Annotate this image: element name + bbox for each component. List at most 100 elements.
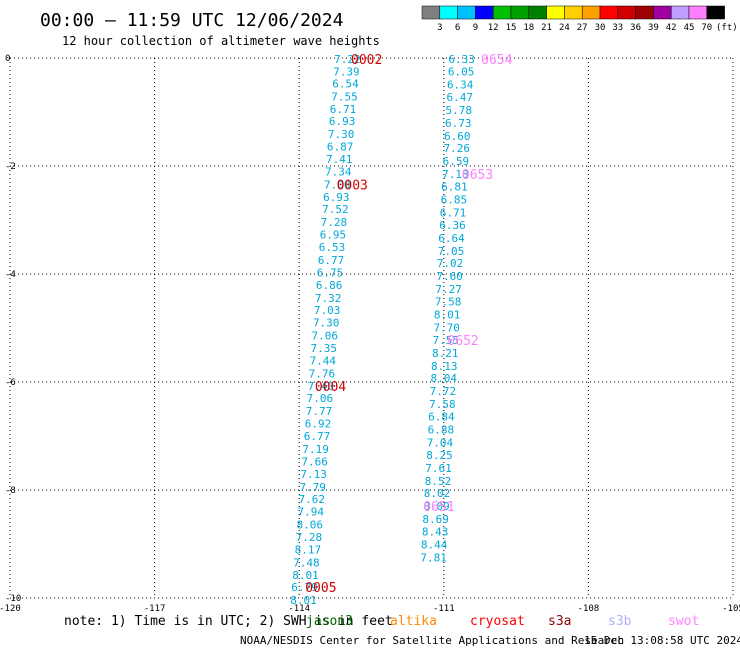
- pass-time-label: 0651: [423, 500, 454, 515]
- swh-value-label: 7.94: [298, 506, 325, 519]
- satellite-label: swot: [668, 614, 699, 629]
- legend-swatch: [617, 5, 636, 20]
- satellite-key: jason3 altika cryosat s3a s3b swot: [306, 614, 699, 629]
- swh-value-label: 7.03: [314, 304, 341, 317]
- swh-value-label: 6.05: [448, 66, 475, 79]
- swh-value-label: 7.19: [302, 443, 329, 456]
- swh-value-label: 6.92: [305, 418, 332, 431]
- swh-value-label: 8.04: [431, 372, 458, 385]
- legend-swatch: [457, 5, 476, 20]
- swh-value-label: 7.60: [436, 270, 463, 283]
- legend-label: 33: [612, 23, 623, 33]
- swh-value-label: 6.87: [327, 141, 354, 154]
- swh-value-label: 7.76: [309, 367, 336, 380]
- swh-value-label: 7.66: [301, 455, 328, 468]
- chart-title: 00:00 – 11:59 UTC 12/06/2024: [40, 10, 343, 31]
- swh-value-label: 7.55: [432, 334, 459, 347]
- credit-text: NOAA/NESDIS Center for Satellite Applica…: [240, 634, 624, 647]
- legend-label: 45: [684, 23, 695, 33]
- pass-time-label: 0654: [481, 53, 512, 68]
- swh-value-label: 7.40: [308, 380, 335, 393]
- x-tick-label: -120: [0, 604, 21, 614]
- legend-swatch: [475, 5, 494, 20]
- y-tick-label: -2: [5, 162, 16, 172]
- swh-value-label: 7.72: [430, 385, 457, 398]
- swh-value-label: 8.44: [421, 539, 448, 552]
- swh-value-label: 7.35: [311, 342, 338, 355]
- swh-value-label: 5.78: [445, 104, 472, 117]
- legend-label: 42: [666, 23, 677, 33]
- swh-value-label: 6.36: [439, 219, 466, 232]
- legend-swatch: [706, 5, 725, 20]
- legend-swatch: [546, 5, 565, 20]
- swh-value-label: 6.47: [446, 91, 473, 104]
- y-tick-label: -4: [5, 270, 16, 280]
- legend-label: 27: [577, 23, 588, 33]
- swh-value-label: 6.84: [428, 411, 455, 424]
- swh-value-label: 6.53: [319, 241, 346, 254]
- swh-value-label: 8.69: [422, 513, 449, 526]
- legend-label: 6: [455, 23, 460, 33]
- x-tick-label: -108: [578, 604, 600, 614]
- legend-swatch: [581, 5, 601, 20]
- footer-note: note: 1) Time is in UTC; 2) SWH is in fe…: [64, 614, 393, 629]
- legend-swatch: [564, 5, 583, 20]
- legend-label: 30: [595, 23, 606, 33]
- swh-value-label: 6.93: [329, 115, 356, 128]
- swh-value-label: 7.81: [420, 552, 447, 565]
- swh-value-label: 8.52: [425, 475, 452, 488]
- swh-value-label: 7.41: [326, 153, 353, 166]
- pass-time-label: 0652: [447, 334, 478, 349]
- swh-value-label: 8.21: [432, 347, 459, 360]
- swh-value-label: 6.71: [440, 206, 467, 219]
- satellite-label: s3b: [608, 614, 632, 629]
- x-tick-label: -105: [722, 604, 740, 614]
- swh-value-label: 6.54: [332, 77, 359, 90]
- pass-time-label: 0002: [351, 53, 382, 68]
- legend-swatch: [510, 5, 530, 20]
- swh-value-label: 7.06: [311, 330, 338, 343]
- legend-label: 18: [523, 23, 534, 33]
- swh-value-label: 8.17: [295, 543, 322, 556]
- y-tick-label: -6: [5, 378, 16, 388]
- swh-value-label: 7.79: [299, 481, 326, 494]
- y-tick-label: 0: [5, 54, 10, 64]
- legend-swatch: [492, 5, 512, 20]
- swh-value-label: 6.77: [304, 430, 331, 443]
- swh-value-label: 7.32: [315, 292, 342, 305]
- swh-value-label: 6.71: [330, 103, 357, 116]
- legend-label: 12: [488, 23, 499, 33]
- swh-value-label: 7.28: [321, 216, 348, 229]
- swh-value-label: 6.33: [448, 53, 475, 66]
- swh-value-label: 7.26: [444, 142, 471, 155]
- swh-value-label: 6.34: [447, 78, 474, 91]
- swh-value-label: 7.34: [325, 165, 352, 178]
- legend-unit: (ft): [716, 23, 738, 33]
- swh-value-label: 6.86: [316, 279, 343, 292]
- swh-value-label: 8.43: [422, 526, 449, 539]
- y-tick-label: -8: [5, 486, 16, 496]
- legend-label: 39: [648, 23, 659, 33]
- swh-value-label: 6.77: [318, 254, 345, 267]
- legend-label: 36: [630, 23, 641, 33]
- swh-value-label: 6.85: [441, 193, 468, 206]
- swh-value-label: 7.27: [435, 283, 462, 296]
- pass-time-label: 0003: [337, 178, 368, 193]
- legend-label: 24: [559, 23, 570, 33]
- swh-value-label: 6.64: [438, 232, 465, 245]
- legend-swatch: [439, 5, 458, 20]
- legend-swatch: [653, 5, 672, 20]
- swh-value-label: 7.77: [306, 405, 333, 418]
- swh-value-label: 7.48: [293, 556, 320, 569]
- pass-time-label: 0005: [305, 581, 336, 596]
- swh-value-label: 6.73: [445, 117, 472, 130]
- swh-value-label: 8.01: [290, 594, 317, 607]
- swh-value-label: 7.22: [334, 53, 361, 66]
- footer: note: 1) Time is in UTC; 2) SWH is in fe…: [64, 614, 740, 647]
- legend-swatch: [528, 5, 547, 20]
- swh-value-label: 7.55: [331, 90, 358, 103]
- swh-value-label: 7.30: [313, 317, 340, 330]
- swh-value-label: 6.75: [317, 266, 344, 279]
- swh-value-label: 6.79: [291, 581, 318, 594]
- swh-value-label: 7.00: [324, 178, 351, 191]
